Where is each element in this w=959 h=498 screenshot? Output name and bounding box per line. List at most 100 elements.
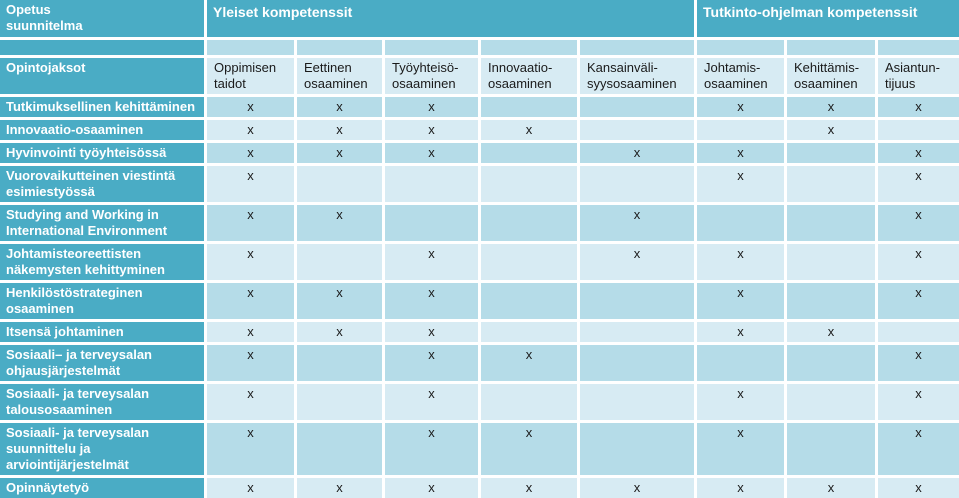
mark-cell	[580, 97, 694, 117]
mark-cell: x	[385, 322, 478, 342]
mark-cell	[385, 205, 478, 241]
column-header: Kansainväli-syysosaaminen	[580, 58, 694, 94]
mark-cell	[787, 205, 875, 241]
mark-cell	[481, 166, 577, 202]
mark-cell: x	[878, 205, 959, 241]
column-header: Innovaatio-osaaminen	[481, 58, 577, 94]
mark-cell	[297, 166, 382, 202]
mark-cell	[787, 384, 875, 420]
column-header: Työyhteisö-osaaminen	[385, 58, 478, 94]
mark-cell: x	[787, 97, 875, 117]
mark-cell	[580, 345, 694, 381]
mark-cell	[481, 322, 577, 342]
mark-cell	[787, 283, 875, 319]
mark-cell: x	[580, 478, 694, 498]
row-label: Sosiaali- ja terveysalan talousosaaminen	[0, 384, 204, 420]
mark-cell	[787, 143, 875, 163]
mark-cell	[297, 244, 382, 280]
mark-cell: x	[878, 97, 959, 117]
mark-cell: x	[787, 322, 875, 342]
mark-cell	[878, 120, 959, 140]
mark-cell: x	[207, 205, 294, 241]
mark-cell	[481, 244, 577, 280]
mark-cell	[697, 205, 784, 241]
mark-cell: x	[481, 345, 577, 381]
spacer-row-label	[0, 40, 204, 55]
table-title-cell: Opetus suunnitelma	[0, 0, 204, 37]
group-header-general-competencies: Yleiset kompetenssit	[207, 0, 694, 37]
mark-cell: x	[207, 384, 294, 420]
mark-cell: x	[878, 283, 959, 319]
spacer-cell	[297, 40, 382, 55]
mark-cell: x	[878, 166, 959, 202]
spacer-cell	[580, 40, 694, 55]
spacer-cell	[787, 40, 875, 55]
column-group-row-header: Opintojaksot	[0, 58, 204, 94]
mark-cell: x	[697, 384, 784, 420]
mark-cell: x	[207, 166, 294, 202]
row-label: Johtamisteoreettisten näkemysten kehitty…	[0, 244, 204, 280]
mark-cell: x	[207, 244, 294, 280]
mark-cell	[297, 345, 382, 381]
mark-cell: x	[481, 478, 577, 498]
mark-cell	[481, 283, 577, 319]
mark-cell: x	[580, 244, 694, 280]
mark-cell: x	[297, 205, 382, 241]
row-label: Studying and Working in International En…	[0, 205, 204, 241]
mark-cell	[481, 384, 577, 420]
group-header-degree-programme-competencies: Tutkinto-ohjelman kompetenssit	[697, 0, 959, 37]
spacer-cell	[385, 40, 478, 55]
row-label: Opinnäytetyö	[0, 478, 204, 498]
mark-cell	[580, 166, 694, 202]
row-label: Sosiaali– ja terveysalan ohjausjärjestel…	[0, 345, 204, 381]
mark-cell: x	[580, 143, 694, 163]
mark-cell	[580, 384, 694, 420]
row-label: Henkilöstöstrateginen osaaminen	[0, 283, 204, 319]
column-header: Kehittämis-osaaminen	[787, 58, 875, 94]
mark-cell: x	[481, 120, 577, 140]
mark-cell	[787, 166, 875, 202]
mark-cell: x	[385, 244, 478, 280]
row-label: Itsensä johtaminen	[0, 322, 204, 342]
mark-cell: x	[878, 345, 959, 381]
mark-cell: x	[697, 166, 784, 202]
mark-cell	[580, 120, 694, 140]
mark-cell	[697, 120, 784, 140]
mark-cell: x	[385, 143, 478, 163]
mark-cell	[787, 244, 875, 280]
mark-cell: x	[878, 478, 959, 498]
row-label: Hyvinvointi työyhteisössä	[0, 143, 204, 163]
mark-cell: x	[878, 244, 959, 280]
mark-cell: x	[878, 143, 959, 163]
column-header: Asiantun-tijuus	[878, 58, 959, 94]
row-label: Vuorovaikutteinen viestintä esimiestyöss…	[0, 166, 204, 202]
mark-cell	[580, 423, 694, 475]
row-label: Sosiaali- ja terveysalan suunnittelu ja …	[0, 423, 204, 475]
mark-cell: x	[697, 143, 784, 163]
mark-cell: x	[385, 120, 478, 140]
column-header: Eettinen osaaminen	[297, 58, 382, 94]
mark-cell	[481, 143, 577, 163]
mark-cell: x	[697, 283, 784, 319]
mark-cell: x	[207, 143, 294, 163]
mark-cell: x	[207, 478, 294, 498]
mark-cell: x	[697, 97, 784, 117]
mark-cell: x	[385, 283, 478, 319]
mark-cell: x	[207, 322, 294, 342]
mark-cell	[697, 345, 784, 381]
mark-cell: x	[297, 283, 382, 319]
mark-cell: x	[787, 478, 875, 498]
row-label: Tutkimuksellinen kehittäminen	[0, 97, 204, 117]
mark-cell: x	[697, 478, 784, 498]
mark-cell	[787, 423, 875, 475]
mark-cell: x	[385, 345, 478, 381]
mark-cell: x	[207, 97, 294, 117]
spacer-cell	[697, 40, 784, 55]
column-header: Oppimisen taidot	[207, 58, 294, 94]
mark-cell	[385, 166, 478, 202]
mark-cell: x	[385, 97, 478, 117]
spacer-cell	[481, 40, 577, 55]
mark-cell: x	[385, 384, 478, 420]
row-label: Innovaatio-osaaminen	[0, 120, 204, 140]
mark-cell: x	[878, 384, 959, 420]
